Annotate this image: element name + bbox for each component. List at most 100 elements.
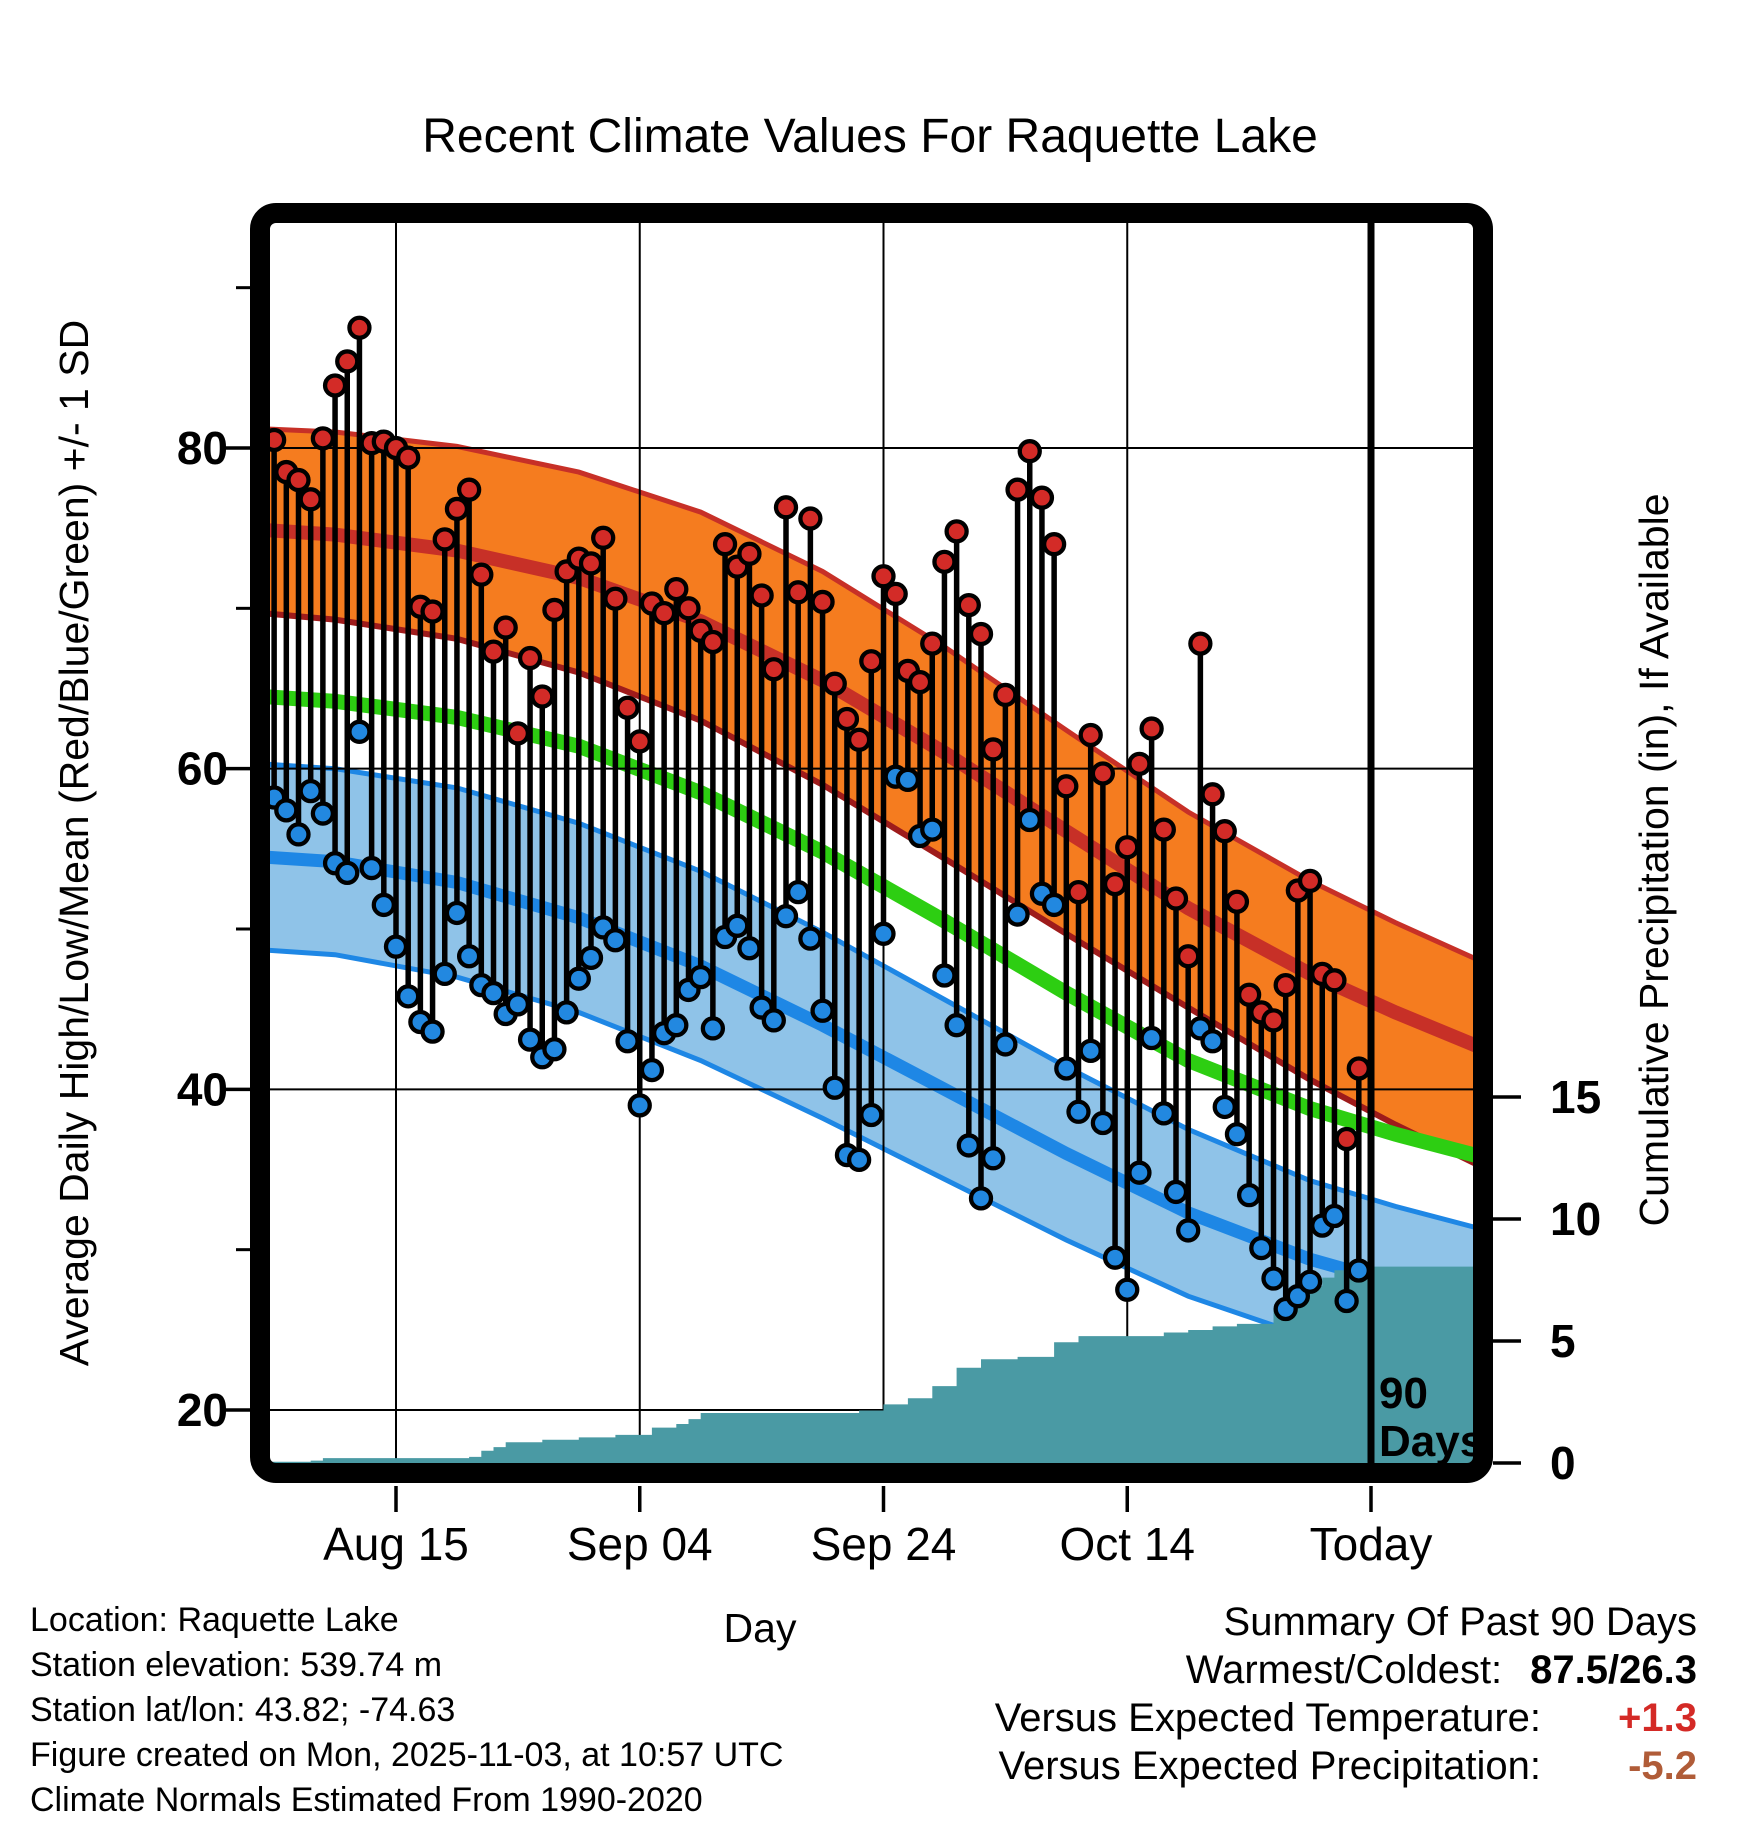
daily-high-marker — [798, 506, 823, 531]
daily-high-marker — [591, 525, 616, 550]
daily-high-low-whiskers — [270, 315, 1371, 1322]
daily-low-marker — [432, 961, 457, 987]
daily-high-marker — [1176, 944, 1201, 969]
daily-high-marker — [907, 669, 933, 695]
daily-low-marker — [310, 801, 336, 826]
daily-high-marker — [1188, 631, 1213, 656]
daily-low-marker — [542, 1037, 567, 1062]
daily-low-marker — [1090, 1110, 1116, 1136]
daily-low-marker — [298, 778, 323, 804]
daily-low-marker — [1236, 1183, 1262, 1208]
daily-low-marker — [859, 1102, 884, 1128]
ninety-days-label-line2: Days — [1379, 1417, 1484, 1466]
daily-low-marker — [1261, 1266, 1286, 1291]
daily-low-marker — [993, 1032, 1018, 1057]
daily-low-marker — [1139, 1025, 1164, 1051]
daily-high-marker — [1054, 774, 1079, 799]
daily-low-marker — [664, 1013, 689, 1038]
x-tick-label: Today — [1310, 1518, 1433, 1570]
daily-high-marker — [1224, 889, 1250, 914]
daily-high-marker — [517, 645, 543, 671]
x-axis-label: Day — [724, 1605, 797, 1651]
daily-low-marker — [773, 904, 799, 929]
daily-low-marker — [1054, 1056, 1079, 1081]
daily-low-marker — [1346, 1258, 1371, 1283]
daily-low-marker — [456, 944, 482, 969]
right-tick-label: 5 — [1550, 1315, 1576, 1367]
daily-low-marker — [371, 892, 396, 918]
daily-high-marker — [270, 427, 287, 453]
daily-high-marker — [846, 727, 872, 752]
daily-low-marker — [578, 945, 604, 971]
right-axis-label: Cumulative Precipitation (in), If Availa… — [1631, 493, 1677, 1226]
daily-high-marker — [1200, 782, 1225, 807]
daily-high-marker — [1005, 477, 1030, 502]
plot-frame — [250, 203, 1493, 1483]
daily-high-marker — [286, 467, 311, 493]
daily-low-marker — [335, 860, 360, 886]
left-tick-label: 40 — [177, 1063, 228, 1115]
station-info-block: Location: Raquette Lake Station elevatio… — [30, 1598, 783, 1823]
warmest-coldest-row: Warmest/Coldest: 87.5/26.3 — [995, 1646, 1697, 1694]
vs-expected-precip-label: Versus Expected Precipitation: — [998, 1744, 1541, 1788]
daily-high-marker — [1127, 751, 1152, 777]
vs-expected-precip-value: -5.2 — [1628, 1744, 1697, 1788]
daily-high-marker — [420, 599, 445, 624]
daily-high-marker — [859, 649, 884, 674]
daily-high-marker — [1115, 835, 1140, 860]
axis-ticks: 20 40 60 80 0 5 10 15 Aug 15 Sep 04 Sep 24 Oct 14 To… — [177, 286, 1601, 1570]
daily-low-marker — [1115, 1277, 1140, 1302]
figure-created: Figure created on Mon, 2025-11-03, at 10… — [30, 1736, 784, 1774]
daily-low-marker — [846, 1147, 872, 1173]
daily-low-marker — [737, 936, 762, 961]
daily-low-marker — [639, 1057, 665, 1083]
daily-low-marker — [981, 1146, 1006, 1171]
daily-high-marker — [712, 532, 738, 557]
daily-high-marker — [1041, 532, 1067, 557]
daily-low-marker — [1017, 807, 1042, 833]
warmest-coldest-value: 87.5/26.3 — [1530, 1648, 1697, 1692]
daily-low-marker — [1224, 1122, 1250, 1147]
daily-low-marker — [1212, 1094, 1237, 1120]
daily-low-marker — [786, 879, 811, 905]
daily-low-marker — [1297, 1269, 1323, 1294]
daily-low-marker — [688, 964, 713, 990]
daily-low-marker — [396, 984, 421, 1009]
daily-low-marker — [1005, 902, 1030, 927]
daily-high-marker — [786, 580, 811, 605]
daily-low-marker — [1078, 1038, 1103, 1064]
daily-high-marker — [347, 315, 372, 340]
left-tick-label: 80 — [177, 422, 228, 474]
vs-expected-precip-row: Versus Expected Precipitation: -5.2 — [995, 1742, 1697, 1790]
x-tick-label: Oct 14 — [1059, 1518, 1195, 1570]
daily-high-marker — [968, 621, 994, 647]
chart-title: Recent Climate Values For Raquette Lake — [422, 110, 1318, 163]
daily-high-marker — [603, 586, 628, 611]
daily-high-marker — [1029, 485, 1055, 510]
daily-low-marker — [932, 963, 957, 988]
warmest-coldest-label: Warmest/Coldest: — [1185, 1648, 1503, 1692]
daily-low-marker — [1041, 892, 1067, 918]
daily-low-marker — [761, 1008, 786, 1033]
daily-high-marker — [1151, 817, 1176, 842]
station-latlon: Station lat/lon: 43.82; -74.63 — [30, 1691, 456, 1729]
daily-high-marker — [505, 721, 531, 746]
daily-low-marker — [1249, 1235, 1274, 1261]
daily-high-marker — [1297, 868, 1323, 894]
daily-high-marker — [664, 576, 689, 602]
left-axis-label: Average Daily High/Low/Mean (Red/Blue/Gr… — [51, 320, 97, 1366]
daily-high-marker — [481, 639, 506, 664]
daily-high-marker — [993, 682, 1018, 708]
daily-high-marker — [530, 684, 555, 709]
daily-high-marker — [310, 426, 336, 451]
daily-low-marker — [481, 980, 506, 1006]
daily-high-marker — [883, 581, 908, 607]
daily-low-marker — [627, 1093, 652, 1118]
daily-low-marker — [956, 1133, 981, 1158]
right-tick-label: 15 — [1550, 1071, 1601, 1123]
daily-low-marker — [603, 928, 628, 953]
daily-high-marker — [1102, 871, 1128, 897]
precip-step-area — [270, 1266, 1473, 1463]
